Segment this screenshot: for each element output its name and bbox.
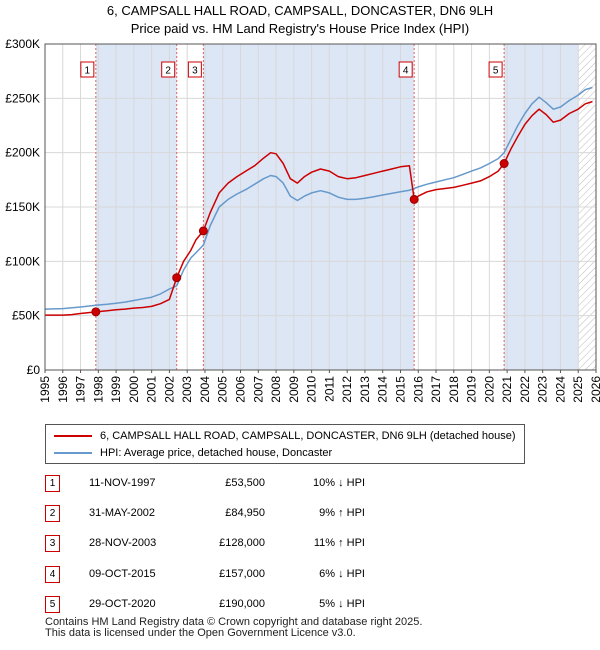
legend-item-hpi: HPI: Average price, detached house, Donc… [54,447,332,459]
sale-hpi-diff: 9% ↑ HPI [319,507,365,519]
x-tick-label: 2010 [305,376,319,403]
sale-point [91,307,101,317]
x-tick-label: 1996 [56,376,70,403]
sale-point [409,194,419,204]
sale-label-box [398,61,413,78]
x-tick-label: 1995 [38,376,52,403]
sale-date: 11-NOV-1997 [89,477,156,489]
footer-license: This data is licensed under the Open Gov… [45,627,356,639]
x-tick-label: 1997 [74,376,88,403]
x-tick-label: 2012 [340,376,354,403]
x-tick-label: 1998 [91,376,105,403]
sale-hpi-diff: 6% ↓ HPI [319,568,365,580]
sale-date: 09-OCT-2015 [89,568,156,580]
x-tick-label: 2025 [571,376,585,403]
table-row: 4 09-OCT-2015 £157,000 6% ↓ HPI [45,566,485,584]
sale-price: £128,000 [219,537,265,549]
x-tick-label: 2009 [287,376,301,403]
x-tick-label: 1999 [109,376,123,403]
x-tick-label: 2021 [500,376,514,403]
y-tick-label: £300K [5,37,40,51]
sale-number-badge: 1 [45,475,60,492]
x-tick-label: 2013 [358,376,372,403]
x-tick-label: 2023 [536,376,550,403]
x-tick-label: 2000 [127,376,141,403]
sale-hpi-diff: 10% ↓ HPI [313,477,365,489]
sale-label: 5 [493,66,499,77]
legend-item-property: 6, CAMPSALL HALL ROAD, CAMPSALL, DONCAST… [54,430,516,442]
x-tick-label: 2026 [589,376,600,403]
sale-number-badge: 5 [45,596,60,613]
legend: 6, CAMPSALL HALL ROAD, CAMPSALL, DONCAST… [45,424,525,464]
sale-number-badge: 3 [45,535,60,552]
x-tick-label: 2003 [180,376,194,403]
sale-hpi-diff: 11% ↑ HPI [313,537,365,549]
y-tick-label: £200K [5,146,40,160]
sale-label-box [187,61,202,78]
x-tick-label: 2007 [251,376,265,403]
sale-label: 1 [85,66,91,77]
table-row: 5 29-OCT-2020 £190,000 5% ↓ HPI [45,596,485,614]
sale-date: 29-OCT-2020 [89,598,156,610]
sale-point [172,273,182,283]
price-chart: 1 2 3 4 5 £0 £50K £100K £150K £200K £250K £300K 1995… [5,37,600,403]
sale-label: 3 [192,66,198,77]
plot-frame [44,43,597,371]
x-tick-label: 2008 [269,376,283,403]
sale-label-box [80,61,95,78]
footer: Contains HM Land Registry data © Crown c… [45,617,422,639]
sale-date: 31-MAY-2002 [89,507,156,519]
sale-point [499,159,509,169]
sale-label-box [161,61,176,78]
y-tick-label: £250K [5,91,40,105]
x-tick-label: 2004 [198,376,212,403]
x-tick-label: 2006 [234,376,248,403]
chart-title: 6, CAMPSALL HALL ROAD, CAMPSALL, DONCAST… [106,3,494,18]
sale-label-box [488,61,503,78]
sale-price: £157,000 [219,568,265,580]
x-tick-label: 2014 [376,376,390,403]
sale-price: £84,950 [225,507,265,519]
sale-number-badge: 4 [45,566,60,583]
sale-point [198,226,208,236]
sale-label: 4 [403,66,409,77]
x-tick-label: 2016 [411,376,425,403]
y-tick-label: £50K [12,309,40,323]
x-tick-label: 2020 [482,376,496,403]
x-tick-label: 2015 [393,376,407,403]
x-tick-label: 2011 [322,376,336,402]
footer-copyright: Contains HM Land Registry data © Crown c… [45,616,423,628]
property-series-line [45,100,593,316]
x-tick-label: 2022 [518,376,532,403]
legend-label-property: 6, CAMPSALL HALL ROAD, CAMPSALL, DONCAST… [100,430,516,442]
chart-subtitle: Price paid vs. HM Land Registry's House … [130,21,470,36]
y-tick-label: £100K [5,254,40,268]
sale-hpi-diff: 5% ↓ HPI [319,598,365,610]
y-tick-label: £0 [27,363,41,377]
x-tick-label: 2019 [465,376,479,403]
y-tick-label: £150K [5,200,40,214]
legend-swatch-hpi [54,452,92,455]
x-tick-label: 2002 [162,376,176,403]
sale-date: 28-NOV-2003 [89,537,157,549]
sale-number-badge: 2 [45,505,60,522]
x-tick-label: 2001 [145,376,159,403]
table-row: 3 28-NOV-2003 £128,000 11% ↑ HPI [45,535,485,553]
x-tick-label: 2005 [216,376,230,403]
sale-label: 2 [165,66,171,77]
x-tick-label: 2017 [429,376,443,403]
sale-price: £190,000 [219,598,265,610]
legend-label-hpi: HPI: Average price, detached house, Donc… [100,447,333,459]
x-tick-label: 2018 [447,376,461,403]
table-row: 2 31-MAY-2002 £84,950 9% ↑ HPI [45,505,485,523]
sale-price: £53,500 [225,477,265,489]
legend-swatch-property [54,435,92,438]
table-row: 1 11-NOV-1997 £53,500 10% ↓ HPI [45,475,485,493]
hpi-series-line [44,86,593,310]
x-tick-label: 2024 [553,376,567,403]
